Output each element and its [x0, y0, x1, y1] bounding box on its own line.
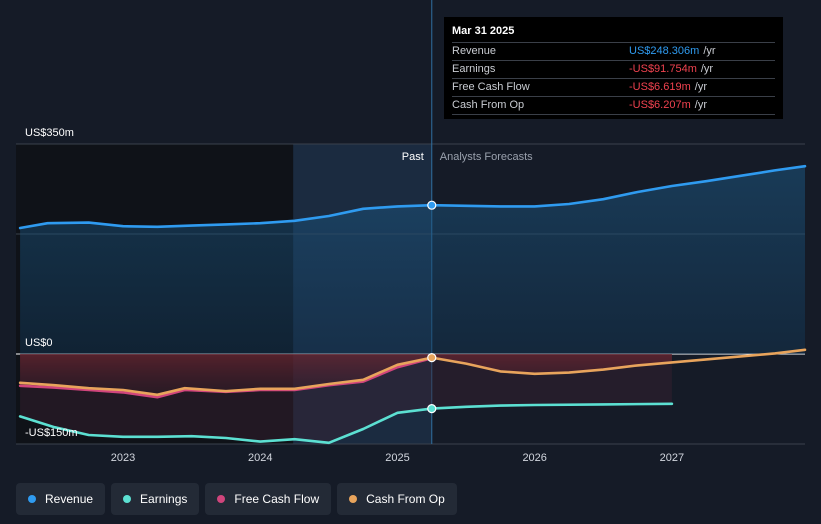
x-tick-label: 2026 — [522, 452, 546, 464]
forecast-label: Analysts Forecasts — [440, 151, 533, 163]
y-axis-label: US$350m — [25, 127, 74, 139]
legend-item-free-cash-flow[interactable]: Free Cash Flow — [205, 483, 332, 515]
tooltip-row-free-cash-flow: Free Cash Flow -US$6.619m/yr — [452, 78, 775, 96]
tooltip-value: -US$6.207m — [629, 99, 691, 111]
y-axis-label: -US$150m — [25, 427, 78, 439]
revenue-area — [20, 166, 806, 354]
legend-dot-icon — [349, 495, 358, 503]
tooltip-value: US$248.306m — [629, 45, 700, 57]
earnings-area — [20, 354, 672, 443]
x-tick-label: 2027 — [660, 452, 684, 464]
legend-dot-icon — [123, 495, 132, 503]
series-line-cash-from-op — [18, 348, 807, 397]
tooltip-label: Earnings — [452, 63, 496, 75]
tooltip-label: Cash From Op — [452, 99, 525, 111]
legend-label: Free Cash Flow — [234, 492, 320, 506]
x-tick-label: 2023 — [111, 452, 135, 464]
legend-item-cash-from-op[interactable]: Cash From Op — [337, 483, 457, 515]
tooltip-label: Revenue — [452, 45, 497, 57]
tooltip-unit: /yr — [703, 45, 716, 57]
tooltip-row-revenue: Revenue US$248.306m/yr — [452, 42, 775, 60]
tooltip-unit: /yr — [700, 63, 714, 75]
x-tick-label: 2024 — [248, 452, 272, 464]
tooltip-value: -US$91.754m — [629, 63, 697, 75]
legend-dot-icon — [217, 495, 226, 503]
legend-label: Revenue — [45, 492, 94, 506]
highlight-point-earnings — [427, 404, 437, 414]
highlight-point-cash-from-op — [427, 353, 437, 363]
tooltip-unit: /yr — [694, 99, 707, 111]
negative-cashflow-area — [20, 354, 672, 395]
legend-item-earnings[interactable]: Earnings — [111, 483, 200, 515]
legend-item-revenue[interactable]: Revenue — [16, 483, 106, 515]
series-line-revenue — [18, 164, 807, 230]
legend-label: Earnings — [140, 492, 188, 506]
y-axis-label: US$0 — [25, 337, 53, 349]
tooltip-row-earnings: Earnings -US$91.754m/yr — [452, 60, 775, 78]
legend-label: Cash From Op — [366, 492, 445, 506]
tooltip-value: -US$6.619m — [629, 81, 691, 93]
tooltip-row-cash-from-op: Cash From Op -US$6.207m/yr — [452, 96, 775, 115]
tooltip-date: Mar 31 2025 — [452, 25, 515, 37]
highlight-point-revenue — [427, 200, 437, 210]
x-tick-label: 2025 — [385, 452, 409, 464]
tooltip: Mar 31 2025 Revenue US$248.306m/yr Earning… — [444, 17, 783, 119]
tooltip-unit: /yr — [694, 81, 707, 93]
past-label: Past — [402, 151, 424, 163]
legend: Revenue Earnings Free Cash Flow Cash From O… — [16, 483, 457, 516]
series-line-earnings — [18, 402, 674, 445]
tooltip-label: Free Cash Flow — [452, 81, 530, 93]
legend-dot-icon — [28, 495, 36, 503]
